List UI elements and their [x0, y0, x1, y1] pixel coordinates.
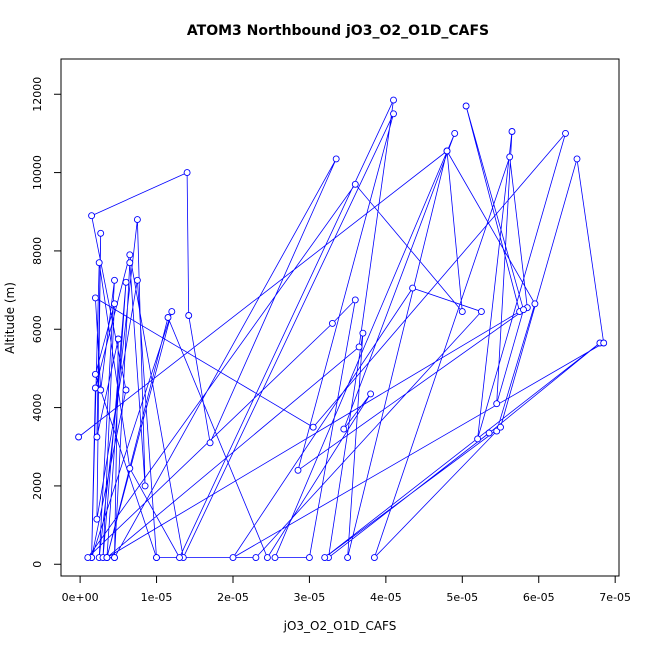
data-point — [126, 259, 134, 267]
x-tick-label: 6e-05 — [523, 591, 555, 604]
data-point — [493, 400, 501, 408]
data-point — [474, 435, 482, 443]
data-point — [229, 554, 237, 562]
data-point — [562, 129, 569, 137]
data-point — [206, 439, 214, 447]
data-point — [600, 339, 608, 347]
data-point — [462, 102, 470, 110]
data-point — [355, 343, 363, 351]
y-axis: 0 2000 4000 6000 8000 10000 12000 — [31, 77, 62, 568]
chart-title: ATOM3 Northbound jO3_O2_O1D_CAFS — [187, 23, 489, 39]
data-point — [351, 180, 359, 188]
data-point — [114, 335, 122, 343]
data-point — [111, 276, 118, 284]
data-point — [133, 216, 141, 224]
data-point — [168, 308, 176, 316]
data-point — [340, 425, 348, 433]
data-point — [573, 155, 581, 163]
data-point — [111, 300, 118, 308]
y-tick-label: 0 — [31, 561, 44, 568]
data-point — [477, 308, 485, 316]
y-tick-label: 8000 — [31, 237, 44, 265]
series-points — [75, 96, 608, 562]
data-point — [164, 314, 172, 321]
x-tick-label: 5e-05 — [446, 591, 478, 604]
data-point — [95, 259, 103, 267]
data-point — [252, 554, 260, 562]
data-point — [531, 300, 539, 308]
data-point — [485, 429, 493, 437]
x-axis-label: jO3_O2_O1D_CAFS — [283, 619, 397, 633]
data-point — [93, 433, 101, 441]
data-point — [328, 319, 336, 327]
data-point — [506, 153, 514, 161]
data-point — [176, 554, 183, 562]
data-point — [84, 554, 92, 562]
data-point — [91, 294, 99, 302]
data-point — [185, 312, 193, 319]
data-point — [321, 554, 329, 562]
data-point — [122, 278, 130, 286]
y-tick-label: 12000 — [31, 77, 44, 112]
data-point — [141, 482, 149, 490]
x-tick-label: 4e-05 — [370, 591, 402, 604]
data-point — [390, 110, 397, 118]
data-point — [97, 386, 105, 394]
data-point — [103, 554, 111, 562]
x-tick-label: 3e-05 — [294, 591, 326, 604]
data-point — [409, 284, 417, 292]
data-point — [344, 554, 352, 562]
y-axis-label: Altitude (m) — [3, 282, 17, 354]
data-point — [271, 554, 279, 562]
data-point — [359, 329, 367, 337]
y-tick-label: 10000 — [31, 155, 44, 190]
data-point — [93, 515, 101, 523]
data-point — [126, 251, 134, 259]
x-tick-label: 7e-05 — [599, 591, 631, 604]
data-point — [520, 306, 527, 314]
data-point — [458, 308, 466, 316]
data-point — [443, 147, 451, 155]
data-point — [508, 128, 516, 135]
data-point — [332, 155, 340, 163]
data-point — [183, 169, 191, 177]
data-point — [305, 554, 313, 562]
data-point — [133, 276, 141, 284]
data-point — [309, 423, 317, 431]
data-point — [367, 390, 375, 398]
data-point — [370, 554, 378, 562]
data-point — [294, 466, 302, 474]
data-point — [497, 423, 504, 431]
x-tick-label: 2e-05 — [217, 591, 249, 604]
data-point — [351, 296, 359, 304]
data-point — [75, 433, 83, 441]
data-point — [263, 554, 271, 562]
x-tick-label: 1e-05 — [141, 591, 173, 604]
data-point — [126, 464, 134, 472]
data-point — [390, 96, 397, 104]
y-tick-label: 6000 — [31, 315, 44, 343]
y-tick-label: 2000 — [31, 472, 44, 500]
data-point — [97, 229, 105, 237]
y-tick-label: 4000 — [31, 394, 44, 422]
data-point — [111, 554, 118, 562]
data-point — [88, 212, 96, 220]
x-tick-label: 0e+00 — [62, 591, 99, 604]
data-point — [153, 554, 160, 562]
data-point — [451, 129, 459, 137]
data-point — [122, 386, 130, 394]
x-axis: 0e+00 1e-05 2e-05 3e-05 4e-05 5e-05 6e-05 7e-05 — [62, 575, 631, 604]
data-point — [91, 370, 99, 378]
